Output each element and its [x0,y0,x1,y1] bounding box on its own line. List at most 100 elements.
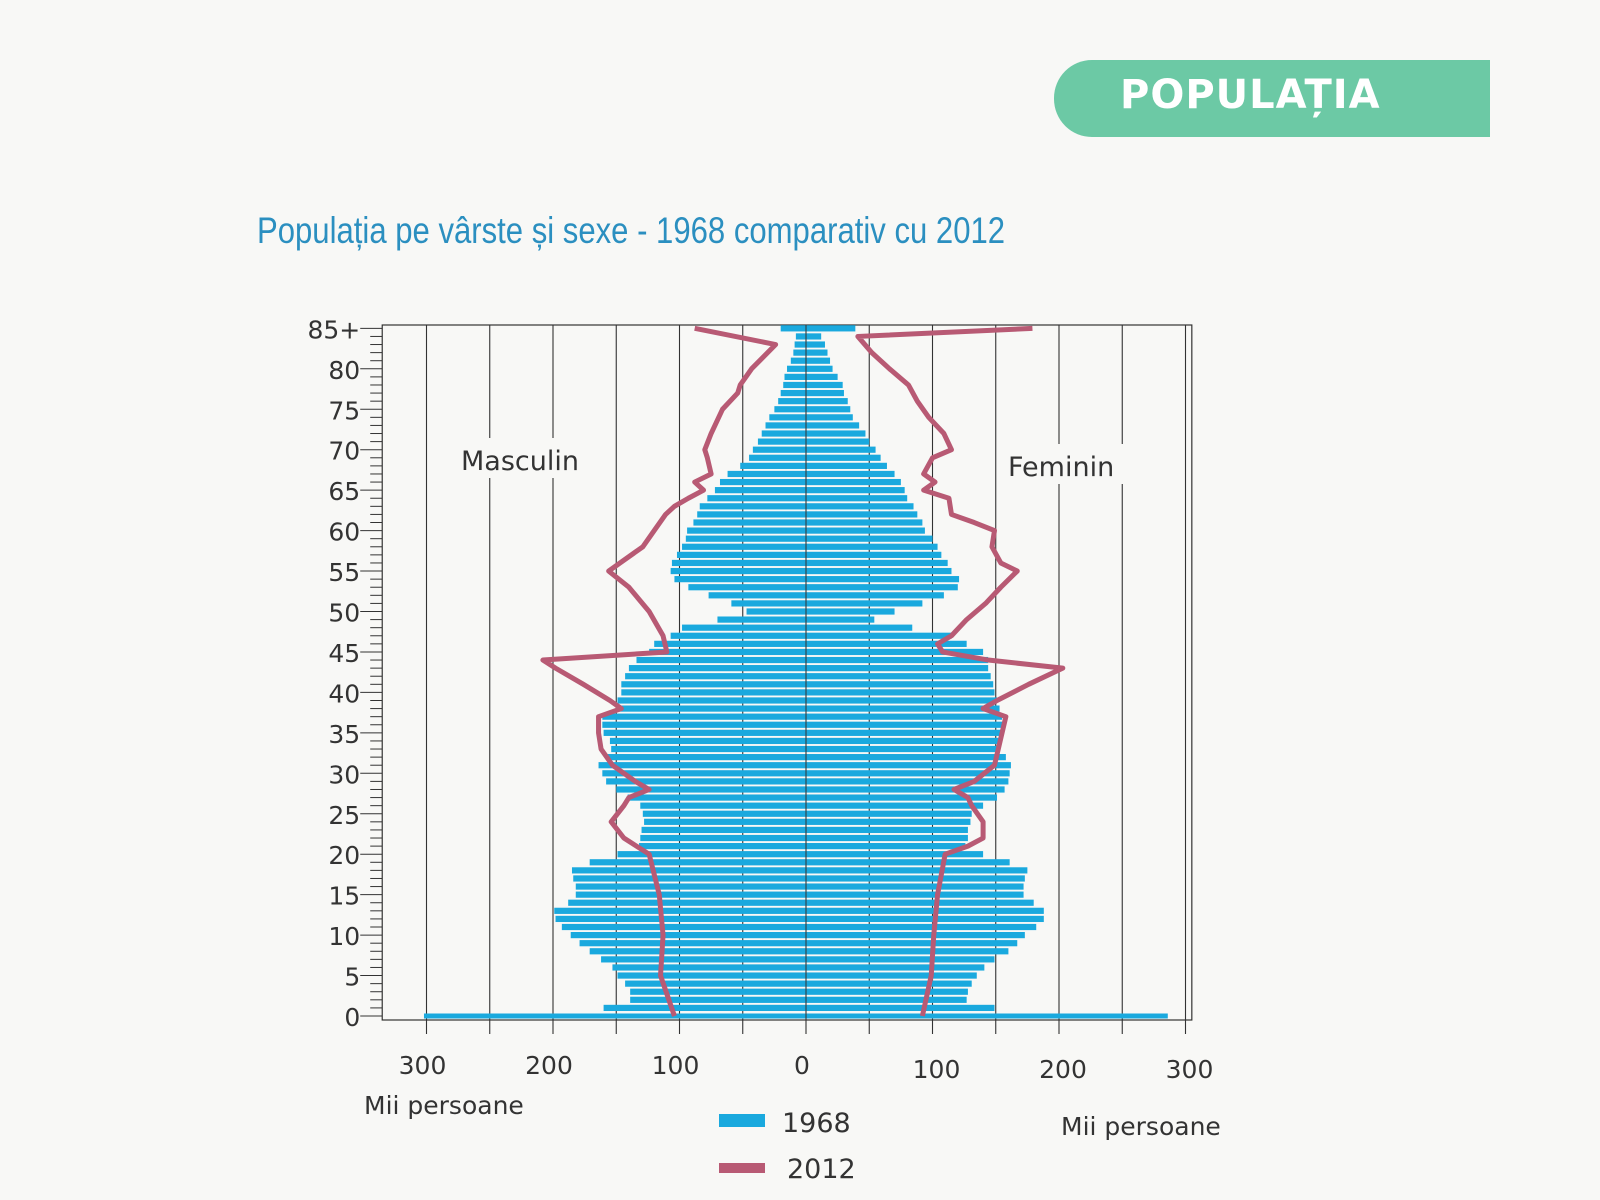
x-tick-label: 300 [399,1051,447,1080]
bar-male-1968 [554,907,806,914]
bar-female-1968 [806,640,967,647]
bar-female-1968 [806,818,971,825]
bar-female-1968 [806,616,875,623]
bar-female-1968 [806,883,1024,890]
bar-female-1968 [806,867,1028,874]
bar-female-1968 [806,656,989,664]
bars-1968 [423,325,1168,1020]
bar-male-1968 [571,867,806,874]
bar-male-1968 [795,333,806,340]
bar-female-1968 [806,754,1006,761]
bar-male-1968 [589,948,806,955]
bar-female-1968 [806,470,895,478]
y-tick-label: 5 [344,963,360,992]
line-male-2012 [540,325,779,1017]
bar-male-1968 [783,381,806,389]
x-axis-label-left: Mii persoane [364,1091,524,1120]
bar-male-1968 [603,1004,806,1012]
bar-male-1968 [612,964,806,971]
bar-female-1968 [806,980,972,987]
bar-female-1968 [806,778,1009,785]
bar-female-1968 [806,632,952,639]
bar-male-1968 [693,519,806,526]
bar-male-1968 [601,956,806,963]
bar-female-1968 [806,899,1034,906]
y-tick-label: 85+ [307,315,360,344]
y-tick-label: 10 [328,922,360,951]
bar-female-1968 [806,543,938,550]
bar-male-1968 [654,640,806,647]
bar-male-1968 [606,754,806,761]
bar-female-1968 [806,398,848,405]
bar-male-1968 [752,446,806,453]
bar-male-1968 [630,996,806,1003]
bar-male-1968 [630,988,806,995]
bar-female-1968 [806,964,985,971]
bar-male-1968 [616,705,806,712]
bar-male-1968 [780,325,806,332]
bar-female-1968 [806,567,952,575]
bar-female-1968 [806,923,1037,931]
bar-female-1968 [806,907,1044,914]
bar-female-1968 [806,770,1010,777]
bar-female-1968 [806,794,998,801]
bar-male-1968 [603,729,806,736]
bar-male-1968 [609,737,806,745]
bar-female-1968 [806,325,856,332]
bar-male-1968 [602,713,806,720]
bar-female-1968 [806,462,887,469]
y-tick-label: 70 [328,437,360,466]
bar-female-1968 [806,689,995,696]
bar-female-1968 [806,559,948,567]
bar-female-1968 [806,584,958,591]
bar-male-1968 [670,567,806,575]
bar-male-1968 [670,632,806,639]
bar-male-1968 [674,576,806,583]
bar-female-1968 [806,810,972,817]
bar-male-1968 [746,608,806,615]
legend-swatch-1968 [719,1114,765,1127]
bar-female-1968 [806,576,960,583]
bar-female-1968 [806,988,968,995]
y-tick-label: 35 [328,720,360,749]
bar-female-1968 [806,956,995,963]
bar-female-1968 [806,341,825,348]
bar-female-1968 [806,705,1000,712]
bar-female-1968 [806,519,923,526]
bar-female-1968 [806,446,876,453]
x-tick-label: 300 [1166,1055,1214,1084]
y-tick-label: 55 [328,558,360,587]
bar-female-1968 [806,721,1004,728]
bar-female-1968 [806,843,966,850]
bar-female-1968 [806,349,828,356]
bar-male-1968 [790,357,806,364]
feminin-label-bg [1002,444,1127,484]
bar-female-1968 [806,851,984,858]
bar-female-1968 [806,826,968,834]
y-tick-label: 25 [328,801,360,830]
bar-female-1968 [806,996,967,1003]
bar-female-1968 [806,414,853,421]
bar-male-1968 [575,891,806,898]
bar-male-1968 [625,673,806,680]
bar-male-1968 [765,422,806,429]
bar-male-1968 [641,826,806,834]
bar-male-1968 [687,527,806,534]
bar-female-1968 [806,940,1018,947]
bar-male-1968 [644,818,806,825]
bar-male-1968 [621,689,806,696]
bar-male-1968 [784,373,806,380]
bar-female-1968 [806,527,925,534]
bar-male-1968 [568,899,806,906]
bar-male-1968 [717,616,806,623]
bar-female-1968 [806,478,901,486]
bar-male-1968 [611,745,806,753]
bar-female-1968 [806,648,984,656]
bar-female-1968 [806,786,1005,793]
bar-female-1968 [806,357,831,364]
bar-female-1968 [806,511,918,518]
y-tick-label: 45 [328,639,360,668]
bar-female-1968 [806,681,994,688]
line-female-2012 [855,325,1066,1017]
